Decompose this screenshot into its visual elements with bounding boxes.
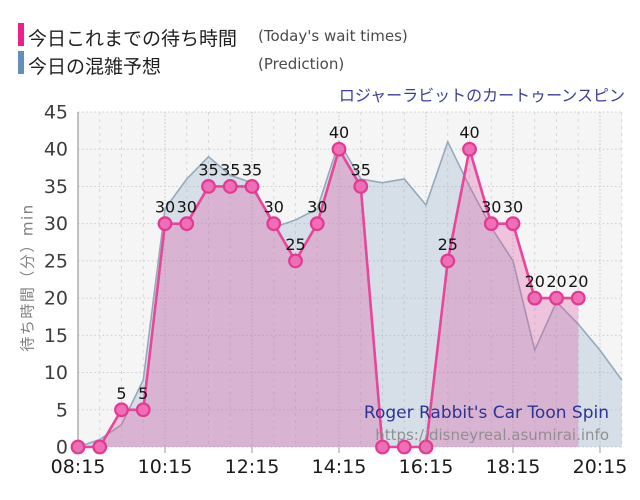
data-point-marker (179, 216, 195, 232)
watermark: Roger Rabbit's Car Toon Spin https://dis… (364, 402, 609, 446)
legend-label-actual: 今日これまでの待ち時間 (28, 28, 238, 50)
data-point-label: 5 (138, 384, 148, 403)
watermark-attraction-name: Roger Rabbit's Car Toon Spin (363, 403, 609, 423)
watermark-url: https://disneyreal.asumirai.info (375, 426, 609, 444)
data-point-label: 35 (351, 160, 371, 179)
data-point-marker (157, 216, 173, 232)
data-point-marker (462, 141, 477, 157)
data-point-marker (114, 402, 129, 418)
data-point-label: 30 (307, 198, 327, 217)
data-point-marker (375, 439, 390, 455)
data-point-marker (135, 402, 151, 418)
data-point-label: 20 (568, 272, 588, 291)
y-tick-label: 25 (44, 250, 68, 272)
data-point-label: 40 (329, 123, 349, 142)
data-point-label: 5 (116, 384, 126, 403)
legend-label-actual-en: (Today's wait times) (258, 27, 408, 45)
y-tick-label: 30 (44, 213, 68, 235)
data-point-marker (222, 179, 238, 194)
data-point-label: 25 (438, 235, 458, 254)
data-point-marker (440, 253, 456, 269)
y-tick-label: 20 (44, 288, 68, 310)
data-point-marker (92, 439, 108, 455)
legend-swatch-actual (18, 23, 24, 46)
data-point-label: 30 (264, 198, 284, 217)
x-tick-label: 18:15 (486, 456, 541, 478)
data-point-label: 35 (198, 160, 218, 179)
data-point-marker (396, 439, 412, 455)
data-point-marker (244, 179, 260, 194)
y-tick-label: 40 (44, 139, 68, 161)
data-point-marker (505, 216, 521, 232)
data-point-label: 20 (546, 272, 566, 291)
data-point-marker (309, 216, 325, 232)
legend-label-prediction-en: (Prediction) (258, 55, 345, 73)
x-tick-label: 20:15 (573, 456, 628, 478)
data-point-label: 30 (503, 198, 523, 217)
x-tick-label: 10:15 (138, 456, 193, 478)
x-tick-label: 16:15 (399, 456, 454, 478)
y-tick-label: 5 (56, 399, 68, 421)
data-point-label: 25 (285, 235, 305, 254)
data-point-label: 20 (525, 272, 545, 291)
y-tick-label: 45 (44, 102, 68, 124)
data-point-marker (527, 290, 543, 306)
y-tick-label: 10 (44, 362, 68, 384)
x-tick-label: 08:15 (51, 456, 106, 478)
data-point-marker (201, 179, 216, 194)
data-point-label: 30 (481, 198, 501, 217)
prediction-line (78, 139, 622, 448)
y-tick-label: 35 (44, 176, 68, 198)
x-tick-label: 14:15 (312, 456, 367, 478)
chart-title: ロジャーラビットのカートゥーンスピン (338, 86, 625, 105)
data-point-marker (266, 216, 282, 232)
data-point-label: 30 (177, 198, 197, 217)
data-point-label: 35 (220, 160, 240, 179)
data-point-label: 40 (459, 123, 479, 142)
data-point-label: 35 (242, 160, 262, 179)
data-point-label: 30 (155, 198, 175, 217)
data-point-marker (570, 290, 586, 306)
series-layer (78, 139, 622, 449)
data-point-marker (353, 179, 369, 194)
data-point-marker (549, 290, 564, 306)
y-tick-label: 0 (56, 437, 68, 459)
y-tick-label: 15 (44, 325, 68, 347)
data-point-marker (483, 216, 499, 232)
legend-swatch-prediction (18, 51, 24, 74)
data-point-marker (331, 141, 347, 157)
data-point-marker (288, 253, 303, 269)
actual-area (78, 149, 579, 447)
y-axis-title: 待ち時間（分）min (18, 203, 37, 352)
legend-label-prediction: 今日の混雑予想 (28, 56, 162, 78)
x-tick-label: 12:15 (225, 456, 280, 478)
